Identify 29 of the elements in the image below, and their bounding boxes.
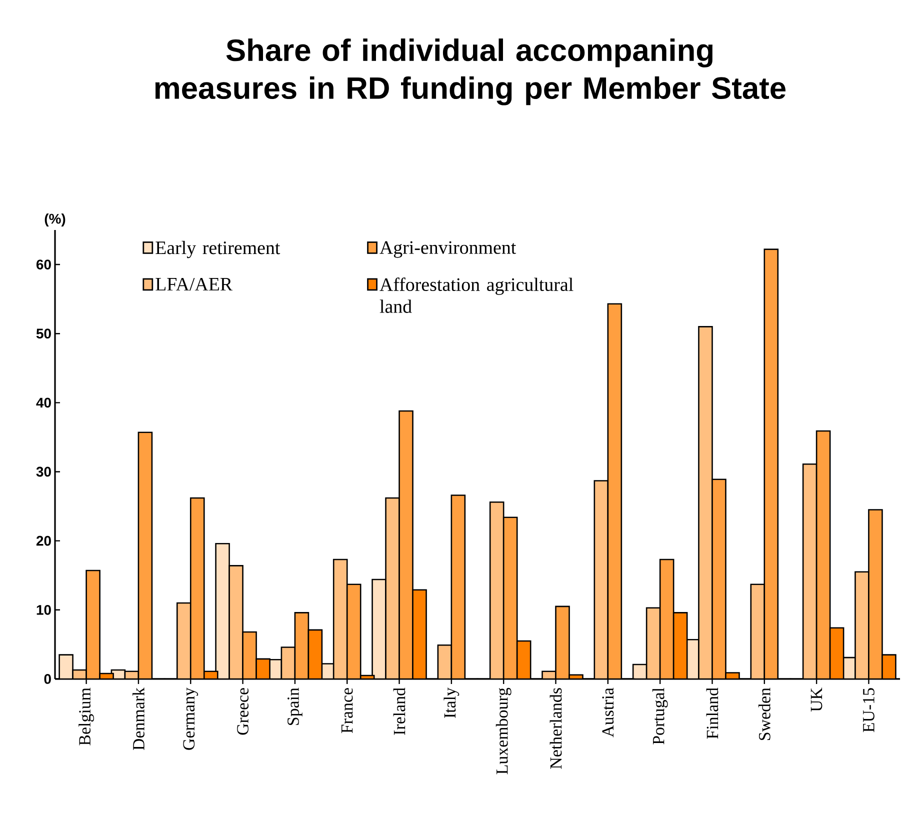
y-axis-title: (%): [44, 213, 66, 226]
legend-label: Agri-environment: [380, 241, 516, 258]
y-tick-label: 60: [36, 260, 51, 270]
x-tick-label: EU-15: [863, 688, 874, 732]
x-tick-label: Germany: [183, 688, 198, 750]
x-tick-label: Luxembourg: [496, 688, 512, 774]
x-tick-label: Ireland: [393, 688, 406, 735]
legend-label: Early retirement: [156, 240, 280, 258]
x-tick-label: France: [341, 688, 353, 734]
x-tick-label: Austria: [602, 688, 614, 738]
x-tick-label: Finland: [706, 688, 718, 739]
x-tick-label: Greece: [237, 688, 248, 735]
x-tick-label: Netherlands: [550, 688, 562, 769]
x-tick-label: Portugal: [652, 688, 668, 744]
x-tick-label: Italy: [444, 688, 460, 718]
chart-title: Share of individual accompaning measures in RD funding per Member State: [155, 38, 786, 106]
x-tick-label: UK: [810, 688, 822, 712]
x-tick-label: Belgium: [78, 688, 94, 746]
x-tick-label: Sweden: [758, 688, 770, 740]
y-tick-label: 30: [36, 466, 51, 477]
y-tick-label: 0: [44, 674, 51, 684]
legend-label: LFA/AER: [156, 278, 233, 291]
y-tick-label: 10: [36, 604, 51, 615]
y-tick-label: 20: [36, 536, 51, 546]
y-tick-label: 40: [36, 398, 51, 408]
legend-label: Afforestation agricultural land: [380, 278, 574, 313]
y-tick-label: 50: [36, 328, 51, 339]
x-tick-label: Denmark: [132, 688, 144, 750]
x-tick-label: Spain: [288, 688, 302, 725]
